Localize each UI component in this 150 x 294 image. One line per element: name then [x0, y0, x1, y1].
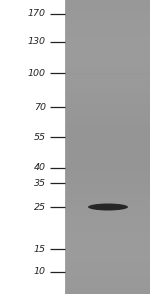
Bar	[65, 246, 150, 250]
Bar	[65, 18, 150, 22]
Bar	[65, 77, 150, 81]
Bar	[65, 162, 150, 165]
Bar	[65, 188, 150, 191]
Bar	[65, 151, 150, 154]
Bar	[65, 180, 150, 184]
Bar	[65, 154, 150, 158]
Bar	[65, 66, 150, 70]
Bar	[65, 173, 150, 176]
Bar	[65, 232, 150, 235]
Bar	[65, 81, 150, 85]
Bar	[65, 265, 150, 268]
Bar	[65, 0, 150, 4]
Bar	[65, 147, 150, 151]
Bar	[65, 22, 150, 26]
Bar	[65, 213, 150, 217]
Text: 70: 70	[34, 103, 46, 111]
Bar	[65, 51, 150, 55]
Bar	[65, 217, 150, 220]
Bar	[65, 198, 150, 202]
Bar	[65, 88, 150, 92]
Bar	[65, 92, 150, 96]
Bar	[65, 99, 150, 103]
Bar	[65, 191, 150, 195]
Bar	[65, 106, 150, 110]
Bar	[65, 48, 150, 51]
Bar	[65, 257, 150, 261]
Bar	[65, 202, 150, 206]
Bar	[65, 287, 150, 290]
Text: 170: 170	[28, 9, 46, 19]
Bar	[65, 206, 150, 209]
Bar	[65, 279, 150, 283]
Text: 10: 10	[34, 268, 46, 276]
Bar	[65, 11, 150, 15]
Text: 35: 35	[34, 178, 46, 188]
Bar	[65, 63, 150, 66]
Bar	[65, 44, 150, 48]
Bar	[65, 110, 150, 114]
Bar	[65, 261, 150, 265]
Bar	[65, 195, 150, 198]
Bar	[65, 121, 150, 125]
Bar	[65, 209, 150, 213]
Text: 40: 40	[34, 163, 46, 173]
Bar	[65, 132, 150, 136]
Bar	[65, 143, 150, 147]
Bar	[65, 59, 150, 63]
Bar	[65, 7, 150, 11]
Bar	[65, 165, 150, 169]
Bar	[65, 74, 150, 77]
Bar	[65, 158, 150, 162]
Bar	[65, 224, 150, 228]
Bar	[65, 250, 150, 253]
Bar	[65, 96, 150, 99]
Bar	[65, 33, 150, 37]
Bar	[65, 118, 150, 121]
Bar	[65, 55, 150, 59]
Bar	[65, 243, 150, 246]
Text: 100: 100	[28, 69, 46, 78]
Bar	[65, 41, 150, 44]
Text: 55: 55	[34, 133, 46, 141]
Bar	[65, 125, 150, 129]
Bar	[65, 283, 150, 287]
Bar	[65, 140, 150, 143]
Bar	[65, 184, 150, 188]
Bar	[65, 136, 150, 140]
Ellipse shape	[88, 203, 128, 211]
Bar	[65, 220, 150, 224]
Bar	[65, 15, 150, 18]
Bar	[65, 235, 150, 239]
Bar	[65, 272, 150, 276]
Bar	[65, 26, 150, 29]
Bar	[65, 0, 150, 294]
Text: 15: 15	[34, 245, 46, 253]
Bar	[65, 169, 150, 173]
Bar	[65, 176, 150, 180]
Bar	[65, 129, 150, 132]
Bar	[65, 85, 150, 88]
Text: 130: 130	[28, 38, 46, 46]
Bar	[65, 228, 150, 232]
Bar	[65, 29, 150, 33]
Bar	[65, 239, 150, 243]
Bar	[65, 4, 150, 7]
Bar	[65, 114, 150, 118]
Bar	[65, 290, 150, 294]
Bar	[65, 268, 150, 272]
Text: 25: 25	[34, 203, 46, 211]
Bar	[65, 276, 150, 279]
Bar	[65, 253, 150, 257]
Bar	[65, 103, 150, 106]
Bar	[65, 37, 150, 41]
Bar	[65, 70, 150, 74]
